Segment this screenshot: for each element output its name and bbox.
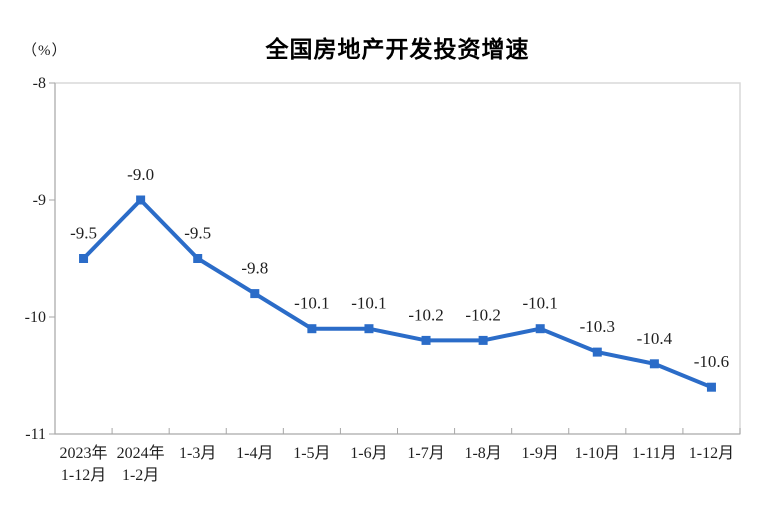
- trend-line: [82, 197, 713, 390]
- x-axis-category-label: 1-8月: [464, 445, 501, 462]
- y-axis-tick-label: -8: [33, 75, 46, 92]
- plot-border: [54, 82, 741, 435]
- data-point-marker: [136, 195, 146, 205]
- data-point-marker: [535, 324, 545, 334]
- data-point-marker: [649, 359, 659, 369]
- chart-title: 全国房地产开发投资增速: [265, 37, 530, 62]
- data-point-marker: [706, 382, 716, 392]
- data-point-label: -10.1: [522, 294, 557, 313]
- x-axis-category-label: 1-12月: [689, 445, 734, 462]
- y-axis-unit-label: （%）: [22, 43, 68, 59]
- data-point-marker: [307, 324, 317, 334]
- data-point-label: -10.2: [465, 305, 500, 324]
- x-axis-category-label: 1-3月: [179, 445, 216, 462]
- y-axis-tick-label: -11: [25, 426, 46, 443]
- y-axis-tick-label: -9: [33, 192, 46, 209]
- x-axis-category-label: 1-11月: [632, 445, 677, 462]
- data-point-marker: [79, 254, 89, 263]
- data-point-label: -9.8: [241, 259, 268, 278]
- data-point-marker: [250, 289, 260, 299]
- data-point-label: -10.4: [637, 329, 673, 348]
- data-point-marker: [364, 324, 374, 334]
- data-point-marker: [478, 335, 488, 345]
- x-axis-category-label: 1-4月: [236, 445, 273, 462]
- x-axis-category-label: 1-6月: [350, 445, 387, 462]
- data-point-label: -10.2: [408, 305, 443, 324]
- data-point-label: -10.1: [351, 294, 386, 313]
- x-axis-category-label: 2024年 1-2月: [117, 444, 165, 484]
- x-axis-category-label: 1-10月: [575, 445, 620, 462]
- x-axis-category-label: 1-7月: [407, 445, 444, 462]
- data-point-marker: [193, 254, 203, 263]
- x-axis-category-label: 2023年 1-12月: [60, 444, 108, 484]
- data-point-label: -9.5: [184, 224, 211, 243]
- data-point-label: -10.1: [294, 294, 329, 313]
- x-axis-category-label: 1-9月: [522, 445, 559, 462]
- data-point-label: -9.5: [70, 224, 97, 243]
- data-point-label: -10.6: [694, 352, 729, 371]
- y-axis-tick-label: -10: [25, 309, 46, 326]
- data-point-marker: [592, 347, 602, 357]
- data-point-marker: [421, 335, 431, 345]
- data-point-label: -10.3: [580, 317, 615, 336]
- x-axis-category-label: 1-5月: [293, 445, 330, 462]
- data-point-label: -9.0: [127, 165, 154, 184]
